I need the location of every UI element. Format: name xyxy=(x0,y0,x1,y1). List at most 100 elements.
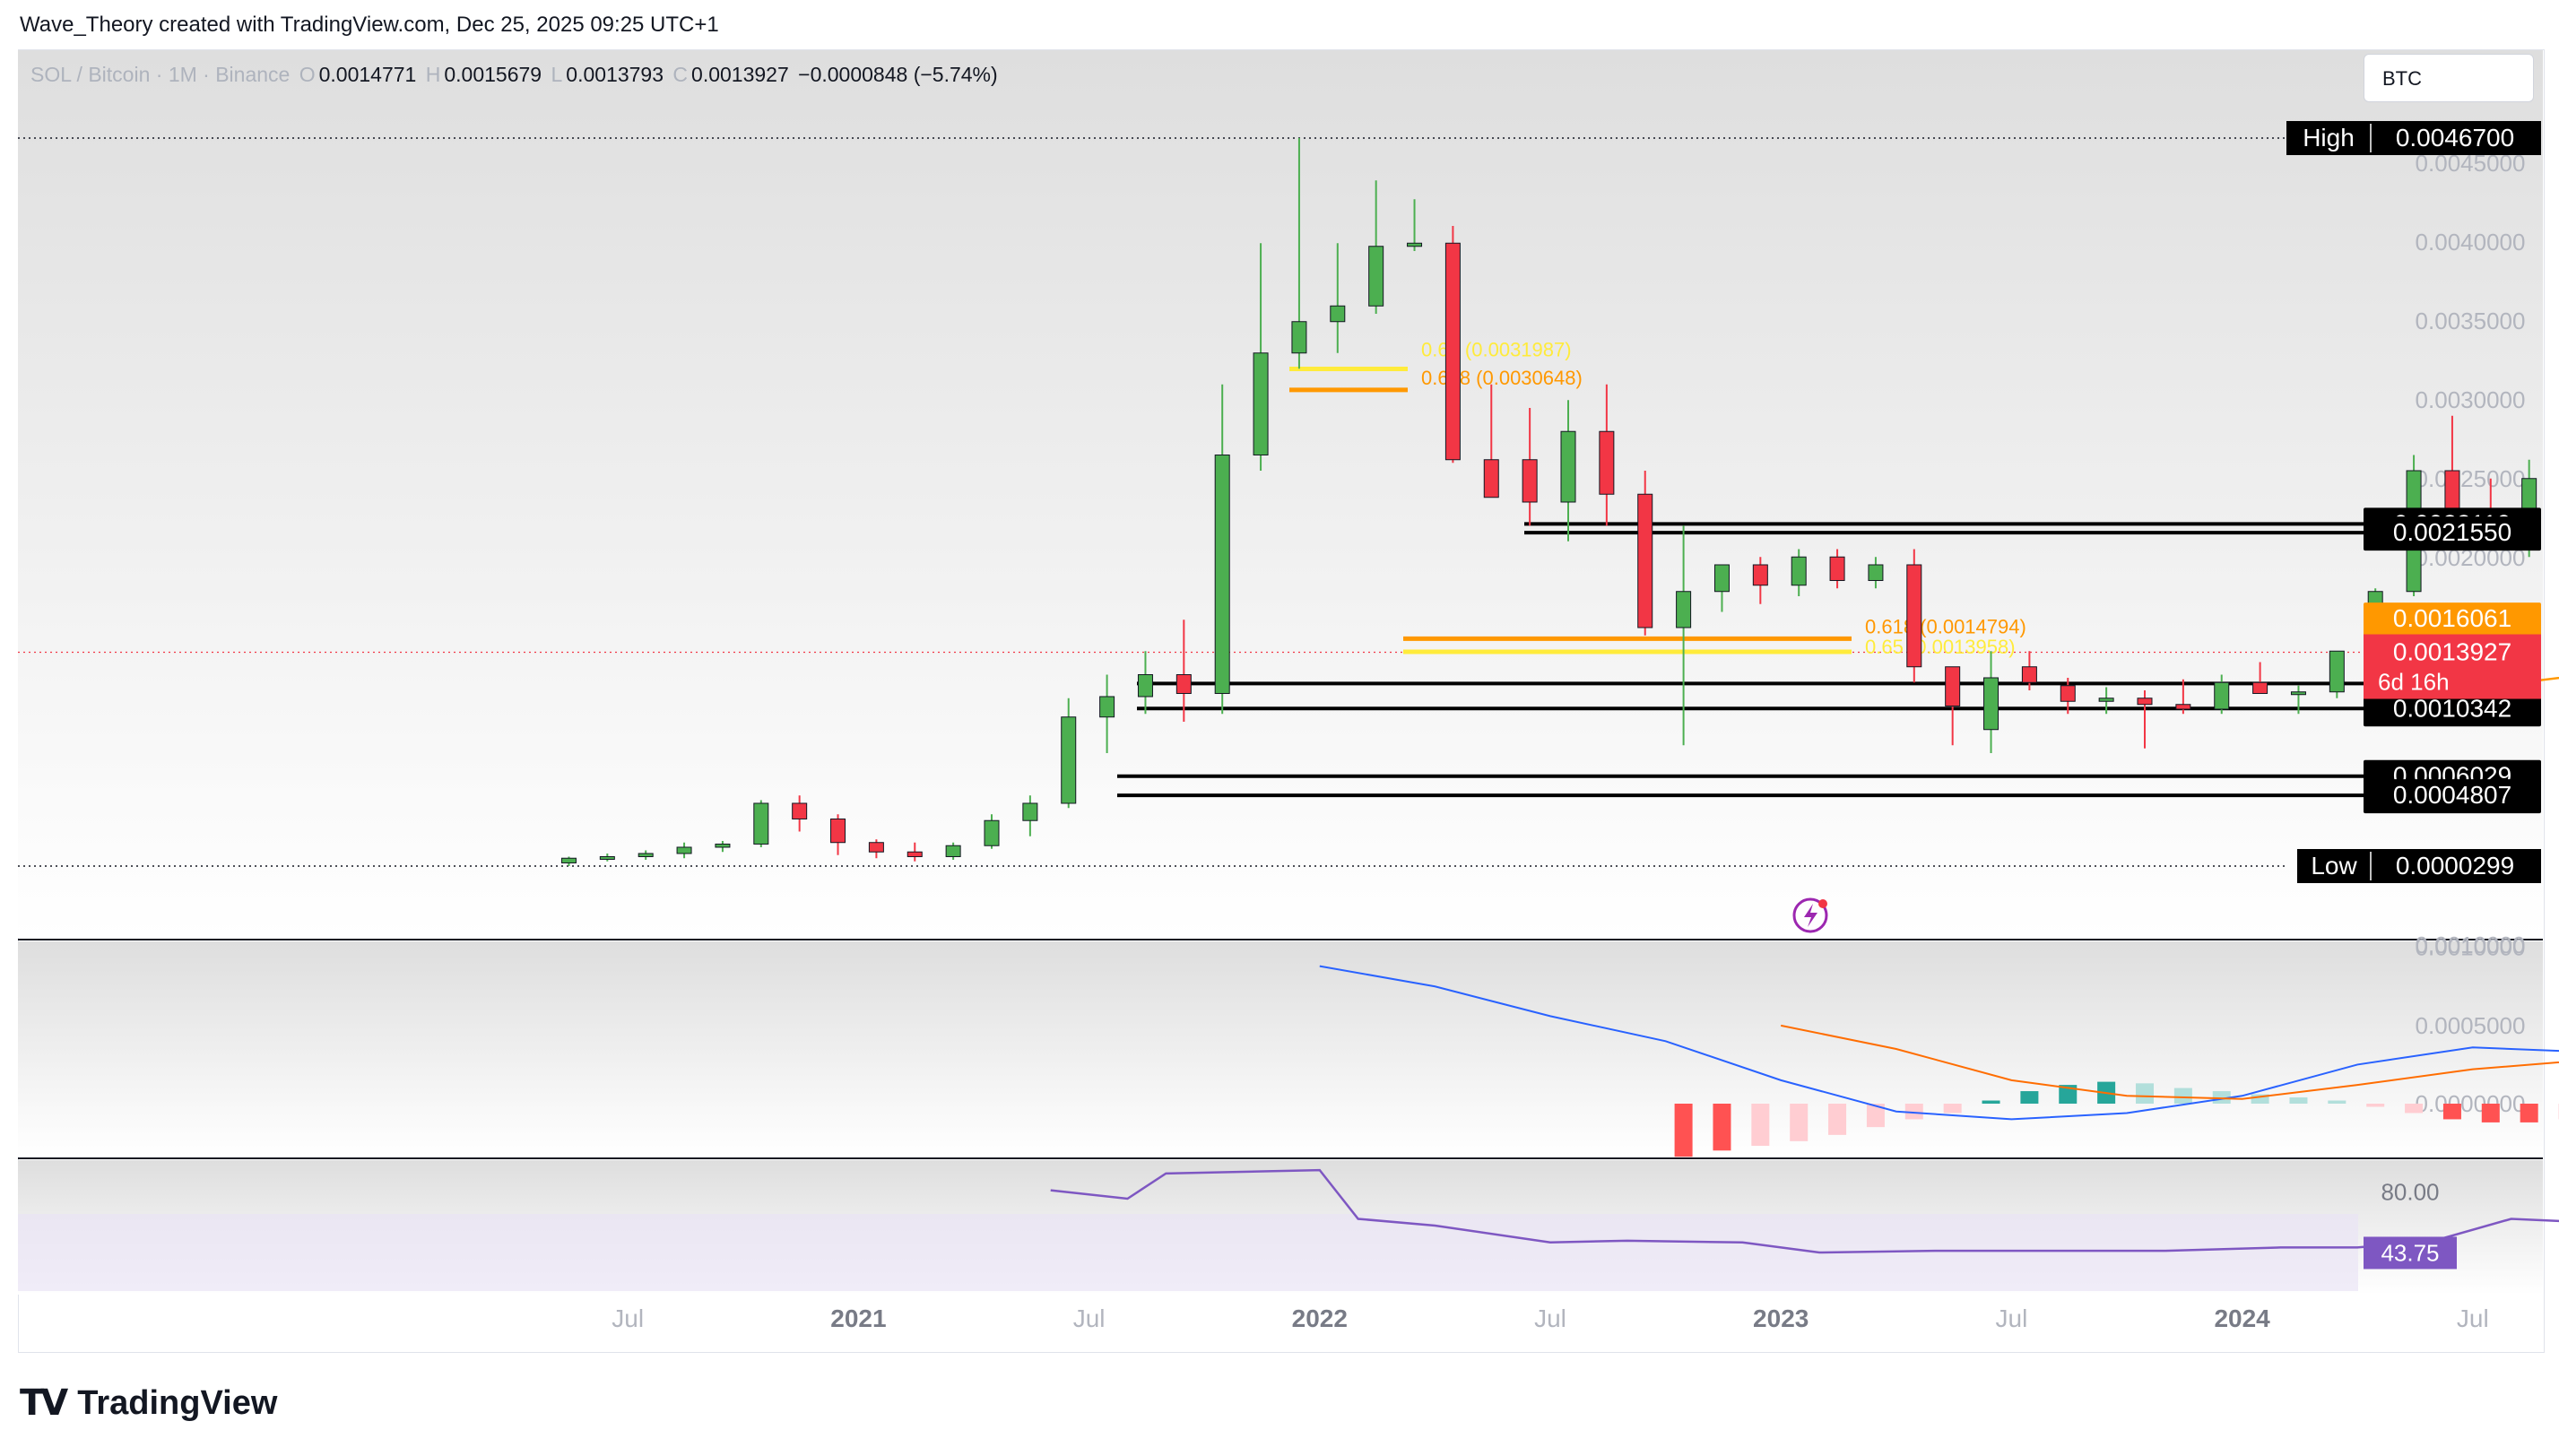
candle-body xyxy=(560,857,577,863)
x-tick-label: 2024 xyxy=(2214,1304,2270,1332)
macd-histogram-bar xyxy=(2328,1100,2346,1104)
candle-body xyxy=(1829,556,1845,581)
x-tick-label: 2022 xyxy=(1292,1304,1348,1332)
candle xyxy=(1637,470,1653,636)
candle xyxy=(984,814,1000,849)
open-value: 0.0014771 xyxy=(318,63,417,86)
candle-body xyxy=(1137,673,1153,698)
x-tick-label: Jul xyxy=(1073,1304,1106,1332)
ma-price-badge-text: 0.0016061 xyxy=(2393,604,2511,632)
symbol-title: SOL / Bitcoin · 1M · Binance xyxy=(30,63,291,86)
open-label: O xyxy=(299,63,316,86)
level-price-badge-text: 0.0021550 xyxy=(2393,518,2511,546)
candle xyxy=(1175,620,1192,722)
candle-body xyxy=(1330,305,1346,323)
candle xyxy=(2214,674,2230,715)
x-tick-label: 2021 xyxy=(830,1304,886,1332)
lightning-icon-dot xyxy=(1818,899,1827,908)
candle-body xyxy=(1637,493,1653,628)
macd-histogram-bar xyxy=(1982,1100,2000,1104)
level-price-badge-bg xyxy=(2364,779,2541,814)
candle-body xyxy=(2021,666,2037,683)
macd-histogram-bar xyxy=(2136,1083,2154,1104)
candle xyxy=(2329,650,2345,698)
macd-y-tick-label: 0.0000000 xyxy=(2416,1090,2526,1117)
tradingview-logo-icon: TV xyxy=(20,1382,68,1424)
candle xyxy=(2021,651,2037,690)
last-price-badge: 0.0013927 6d 16h xyxy=(2364,634,2541,699)
macd-histogram-bar xyxy=(2173,1088,2192,1104)
lightning-icon-bolt xyxy=(1804,904,1817,927)
candle xyxy=(1407,199,1423,251)
candle-body xyxy=(2329,650,2345,693)
candle xyxy=(1713,564,1730,612)
fib-label: 0.618 (0.0014794) xyxy=(1865,615,2026,637)
candle xyxy=(1868,557,1884,589)
rsi-value-text: 43.75 xyxy=(2381,1239,2439,1266)
high-badge: High 0.0046700 xyxy=(2286,121,2541,155)
currency-selector[interactable]: BTC xyxy=(2364,54,2534,102)
candle xyxy=(1061,698,1077,809)
candle xyxy=(1483,384,1499,498)
candle xyxy=(1022,795,1038,836)
x-tick-label: 2023 xyxy=(1753,1304,1809,1332)
macd-histogram-bar xyxy=(1828,1104,1847,1135)
low-label: L xyxy=(551,63,563,86)
macd-histogram-bar xyxy=(1790,1104,1809,1141)
candle xyxy=(1945,666,1961,746)
candle xyxy=(1368,180,1384,314)
candle xyxy=(1522,407,1538,526)
candle-body xyxy=(2098,698,2114,702)
y-tick-label: 0.0010000 xyxy=(2416,932,2526,958)
candle xyxy=(2098,687,2114,715)
macd-histogram-bar xyxy=(2520,1104,2538,1122)
candle-body xyxy=(945,845,961,857)
candle xyxy=(1137,651,1153,715)
candle-body xyxy=(1483,459,1499,498)
macd-histogram-bar xyxy=(2481,1104,2500,1122)
level-price-badge-bg xyxy=(2364,516,2541,551)
level-price-badge: 0.0021550 xyxy=(2364,516,2541,551)
candle-body xyxy=(1945,666,1961,706)
candle-body xyxy=(830,818,846,844)
currency-label: BTC xyxy=(2382,67,2422,90)
candle-body xyxy=(1906,564,1922,668)
candle-body xyxy=(1713,564,1730,593)
candle-body xyxy=(984,819,1000,846)
candle-body xyxy=(1061,716,1077,804)
candle-body xyxy=(1983,677,1999,731)
macd-histogram-bar xyxy=(1751,1104,1770,1147)
candle-body xyxy=(1791,556,1807,586)
macd-signal-line xyxy=(1781,1024,2559,1100)
candle-body xyxy=(792,802,808,819)
candle xyxy=(2175,679,2191,715)
candle-body xyxy=(1175,673,1192,694)
fib-label: 0.65 (0.0031987) xyxy=(1421,338,1572,360)
x-tick-label: Jul xyxy=(1996,1304,2028,1332)
candle-body xyxy=(1253,352,1269,455)
macd-histogram-bar xyxy=(2251,1094,2269,1104)
macd-line xyxy=(1319,965,2559,1121)
level-price-badge-bg xyxy=(2364,692,2541,727)
candle-body xyxy=(715,843,731,848)
candle xyxy=(1330,243,1346,353)
candle-body xyxy=(638,853,654,857)
candle-body xyxy=(2290,691,2306,696)
rsi-y-tick-label: 80.00 xyxy=(2381,1179,2439,1206)
candle xyxy=(1983,651,1999,753)
candle-body xyxy=(1599,430,1615,495)
last-price-text: 0.0013927 xyxy=(2393,638,2511,666)
last-price-badge-bg xyxy=(2364,634,2541,699)
candle xyxy=(715,840,731,853)
macd-histogram-bar xyxy=(2020,1091,2039,1104)
candle xyxy=(1599,384,1615,526)
candle-body xyxy=(676,846,692,854)
candle-body xyxy=(1291,321,1307,354)
candle xyxy=(906,842,923,862)
candle-body xyxy=(2444,470,2460,511)
candle xyxy=(599,853,615,862)
candle xyxy=(1752,557,1768,604)
high-badge-bg xyxy=(2286,121,2541,155)
macd-histogram-bar xyxy=(1866,1104,1885,1128)
